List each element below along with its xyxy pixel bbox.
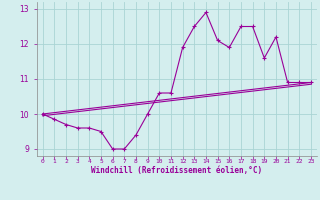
X-axis label: Windchill (Refroidissement éolien,°C): Windchill (Refroidissement éolien,°C) <box>91 166 262 175</box>
